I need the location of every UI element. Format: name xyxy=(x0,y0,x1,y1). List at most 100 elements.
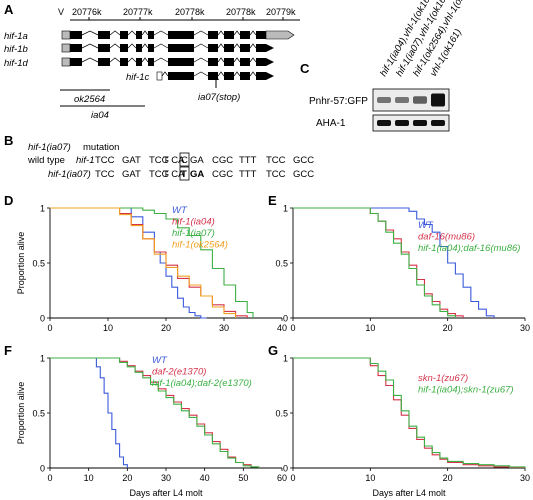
exon xyxy=(224,31,234,39)
exon xyxy=(224,44,234,52)
codon: GAT xyxy=(122,169,141,180)
gfp-band xyxy=(413,96,427,104)
western-blot: hif-1(ia04),vhl-1(ok161) hif-1(ia07),vhl… xyxy=(309,0,476,132)
x-tick-label: 20 xyxy=(443,323,453,333)
exon xyxy=(256,44,266,52)
y-tick-label: 0.5 xyxy=(275,259,288,269)
mutation-arrowhead xyxy=(213,75,219,80)
coord-label: 20778k xyxy=(226,7,256,17)
intron xyxy=(233,57,241,63)
exon xyxy=(240,44,250,52)
exon xyxy=(208,58,218,66)
exon xyxy=(224,58,234,66)
intron xyxy=(217,57,225,63)
intron xyxy=(109,43,121,49)
survival-curve-hif-1-ia04- xyxy=(50,207,248,318)
codon: GCC xyxy=(293,169,314,180)
exon xyxy=(98,58,110,66)
exon xyxy=(70,31,76,39)
codon: T CA xyxy=(163,155,185,166)
codon: GAT xyxy=(122,155,141,166)
blot-row-label: AHA-1 xyxy=(316,118,346,129)
aha1-band xyxy=(413,120,427,126)
intron xyxy=(127,43,137,49)
survival-chart-e: 0 10 20 30 0 0.5 1 WTdaf-16(mu86)hif-1(ia04);da… xyxy=(275,204,530,334)
exon xyxy=(120,31,128,39)
x-tick-label: 40 xyxy=(277,323,287,333)
intron xyxy=(127,30,137,36)
utr-box xyxy=(61,30,71,40)
x-axis-label: Days after L4 molt xyxy=(372,488,446,498)
intron xyxy=(249,71,257,77)
survival-chart-g: 0 10 20 30 0 0.5 1 Days after L4 molt skn-1(zu67… xyxy=(275,354,530,499)
panel-label-b: B xyxy=(4,133,13,148)
codon: T xyxy=(181,169,187,180)
exon xyxy=(208,44,218,52)
exon-arrow xyxy=(266,58,274,66)
panel-label-f: F xyxy=(4,343,12,358)
gfp-band xyxy=(395,97,409,103)
exon xyxy=(240,58,250,66)
utr-box xyxy=(61,57,71,67)
isoform-label: hif-1d xyxy=(4,58,28,69)
x-tick-label: 20 xyxy=(161,323,171,333)
exon xyxy=(70,44,76,52)
exon-arrow xyxy=(266,44,274,52)
x-tick-label: 20 xyxy=(443,473,453,483)
exon xyxy=(168,72,194,80)
x-tick-label: 50 xyxy=(238,473,248,483)
exon xyxy=(208,31,218,39)
x-tick-label: 0 xyxy=(290,473,295,483)
mut-label: hif-1(ia07) xyxy=(48,169,91,180)
legend-entry: WT xyxy=(418,220,434,231)
y-tick-label: 0.5 xyxy=(32,259,45,269)
intron xyxy=(193,43,209,49)
intron xyxy=(81,30,99,36)
utr-box xyxy=(156,71,163,81)
exon xyxy=(120,58,128,66)
legend-entry: daf-2(e1370) xyxy=(152,367,206,378)
intron xyxy=(233,30,241,36)
x-tick-label: 30 xyxy=(520,323,530,333)
x-tick-label: 30 xyxy=(520,473,530,483)
survival-curve-hif-1-ia07- xyxy=(50,207,254,318)
isoform-structures xyxy=(61,30,295,81)
codon: GA xyxy=(190,155,204,166)
sequence-panel: hif-1(ia07) mutation wild type hif-1 hif… xyxy=(27,142,314,181)
intron xyxy=(193,57,209,63)
y-tick-label: 1 xyxy=(283,204,288,214)
intron xyxy=(193,71,209,77)
survival-curve-hif-1-ia04-skn-1-zu67- xyxy=(293,357,526,468)
utr-box xyxy=(61,43,71,53)
exon xyxy=(76,31,82,39)
intron xyxy=(153,57,169,63)
coord-label: 20776k xyxy=(72,7,102,17)
intron xyxy=(109,30,121,36)
exon xyxy=(148,31,154,39)
intron xyxy=(249,57,257,63)
legend-entry: hif-1(ok2564) xyxy=(172,240,228,251)
exon xyxy=(148,58,154,66)
x-tick-label: 10 xyxy=(84,473,94,483)
survival-curve-hif-1-ok2564- xyxy=(50,207,237,318)
survival-curve-wt xyxy=(293,207,495,318)
panel-label-d: D xyxy=(4,193,13,208)
intron xyxy=(141,57,149,63)
utr-arrow xyxy=(265,30,295,40)
coord-label: 20777k xyxy=(123,7,153,17)
y-tick-label: 0 xyxy=(283,314,288,324)
codon: C xyxy=(181,155,188,166)
exon xyxy=(76,44,82,52)
intron xyxy=(81,57,99,63)
y-tick-label: 0.5 xyxy=(32,409,45,419)
y-axis-label: Proportion alive xyxy=(16,382,26,445)
panel-label-a: A xyxy=(4,2,14,17)
intron xyxy=(217,30,225,36)
panel-label-e: E xyxy=(268,193,277,208)
survival-curve-hif-1-ia04-daf-2-e1370- xyxy=(50,357,260,468)
exon xyxy=(168,44,194,52)
exon xyxy=(98,31,110,39)
